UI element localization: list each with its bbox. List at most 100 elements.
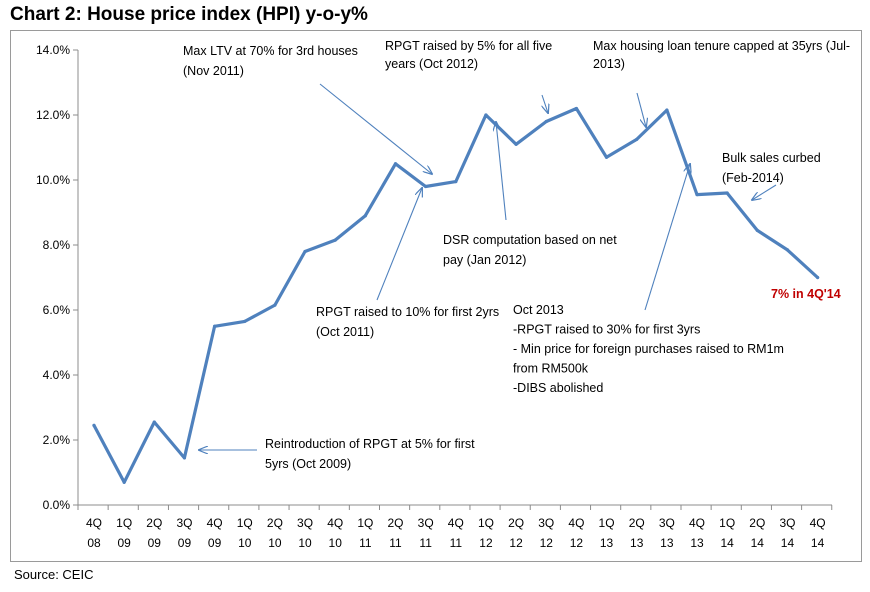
- y-tick-label: 2.0%: [43, 433, 71, 447]
- y-tick-label: 10.0%: [36, 173, 70, 187]
- annotation-line: Max LTV at 70% for 3rd houses: [183, 44, 358, 58]
- x-tick-label: 1Q: [719, 516, 735, 530]
- annotation-line: pay (Jan 2012): [443, 253, 526, 267]
- data-point: [213, 324, 217, 328]
- x-tick-label: 1Q: [599, 516, 615, 530]
- x-tick-label: 1Q: [237, 516, 253, 530]
- y-tick-label: 12.0%: [36, 108, 70, 122]
- x-tick-label: 11: [419, 536, 432, 550]
- x-tick-label: 2Q: [629, 516, 645, 530]
- data-point: [92, 423, 96, 427]
- x-tick-label: 14: [811, 536, 825, 550]
- x-tick-label: 3Q: [538, 516, 554, 530]
- x-tick-label: 10: [268, 536, 282, 550]
- annotation-line: RPGT raised by 5% for all five: [385, 39, 552, 53]
- x-tick-label: 13: [690, 536, 704, 550]
- data-point: [725, 191, 729, 195]
- y-tick-label: 6.0%: [43, 303, 71, 317]
- data-point: [454, 180, 458, 184]
- annotation-arrow: [636, 92, 646, 127]
- series-group: [92, 106, 820, 484]
- annotation-line: from RM500k: [513, 362, 589, 376]
- source-note: Source: CEIC: [14, 567, 94, 582]
- x-tick-label: 2Q: [387, 516, 403, 530]
- annotation-text: Max housing loan tenure capped at 35yrs …: [593, 39, 850, 71]
- x-tick-label: 3Q: [659, 516, 675, 530]
- data-point: [333, 238, 337, 242]
- annotation-arrow: [319, 83, 432, 174]
- y-tick-label: 4.0%: [43, 368, 71, 382]
- x-tick-label: 09: [148, 536, 162, 550]
- x-tick-label: 4Q: [207, 516, 223, 530]
- x-tick-label: 1Q: [357, 516, 373, 530]
- data-point: [574, 106, 579, 111]
- x-tick-label: 3Q: [779, 516, 795, 530]
- annotation-text: Reintroduction of RPGT at 5% for first 5y…: [265, 437, 475, 471]
- x-tick-label: 13: [630, 536, 644, 550]
- data-point: [695, 193, 699, 197]
- x-tick-label: 10: [238, 536, 252, 550]
- data-point: [635, 137, 639, 141]
- hpi-series-line: [92, 106, 820, 484]
- x-tick-label: 4Q: [327, 516, 343, 530]
- data-point: [785, 248, 790, 252]
- data-point: [665, 108, 669, 112]
- annotation-text: Max LTV at 70% for 3rd houses (Nov 2011): [183, 44, 358, 78]
- axes: 0.0% 2.0% 4.0% 6.0% 8.0% 10.0% 12.0% 14.0% 4Q 08 1…: [36, 43, 833, 550]
- annotation-line: Reintroduction of RPGT at 5% for first: [265, 437, 475, 451]
- x-tick-label: 14: [751, 536, 765, 550]
- x-tick-label: 14: [781, 536, 795, 550]
- chart-frame: [10, 30, 862, 562]
- x-tick-label: 2Q: [267, 516, 283, 530]
- x-tick-label: 09: [208, 536, 222, 550]
- x-tick-label: 14: [720, 536, 734, 550]
- annotation-line: 5yrs (Oct 2009): [265, 457, 351, 471]
- x-tick-label: 4Q: [810, 516, 826, 530]
- x-tick-label: 12: [540, 536, 554, 550]
- x-tick-label: 11: [389, 536, 402, 550]
- x-tick-label: 12: [570, 536, 584, 550]
- data-point: [755, 228, 759, 232]
- annotation-line: DSR computation based on net: [443, 233, 617, 247]
- data-point: [182, 456, 187, 460]
- x-tick-label: 11: [450, 536, 463, 550]
- x-tick-label: 13: [600, 536, 614, 550]
- x-tick-label: 09: [117, 536, 131, 550]
- x-tick-label: 4Q: [448, 516, 464, 530]
- data-point: [303, 249, 307, 254]
- annotation-arrow: [376, 188, 422, 301]
- x-tick-label: 09: [178, 536, 192, 550]
- data-point: [122, 480, 126, 484]
- data-point: [514, 142, 518, 146]
- annotation-arrow: [496, 122, 507, 221]
- data-point: [604, 155, 609, 159]
- data-point: [363, 214, 367, 218]
- annotation-arrow: [752, 184, 777, 200]
- data-point: [152, 420, 156, 424]
- x-tick-label: 2Q: [508, 516, 524, 530]
- y-tick-label: 8.0%: [43, 238, 71, 252]
- y-tick-label: 0.0%: [43, 498, 71, 512]
- annotation-text: Oct 2013 -RPGT raised to 30% for first 3y…: [513, 303, 784, 395]
- y-tick-label: 14.0%: [36, 43, 70, 57]
- x-tick-label: 3Q: [176, 516, 192, 530]
- x-tick-label: 12: [509, 536, 523, 550]
- x-tick-label: 1Q: [478, 516, 494, 530]
- x-tick-label: 3Q: [418, 516, 434, 530]
- data-point: [424, 184, 428, 189]
- annotation-line: Oct 2013: [513, 303, 564, 317]
- annotation-line: - Min price for foreign purchases raised…: [513, 342, 784, 356]
- x-tick-label: 1Q: [116, 516, 132, 530]
- latest-value-label: 7% in 4Q'14: [771, 287, 841, 301]
- x-tick-label: 12: [479, 536, 493, 550]
- annotation-arrow: [644, 164, 690, 311]
- data-point: [393, 162, 398, 166]
- annotation-arrow: [542, 94, 548, 113]
- annotation-line: Max housing loan tenure capped at 35yrs …: [593, 39, 850, 53]
- x-tick-label: 4Q: [568, 516, 584, 530]
- x-tick-label: 4Q: [689, 516, 705, 530]
- annotations: Max LTV at 70% for 3rd houses (Nov 2011) R…: [183, 39, 850, 471]
- annotation-text: RPGT raised by 5% for all five years (Oct…: [385, 39, 552, 71]
- x-tick-label: 2Q: [146, 516, 162, 530]
